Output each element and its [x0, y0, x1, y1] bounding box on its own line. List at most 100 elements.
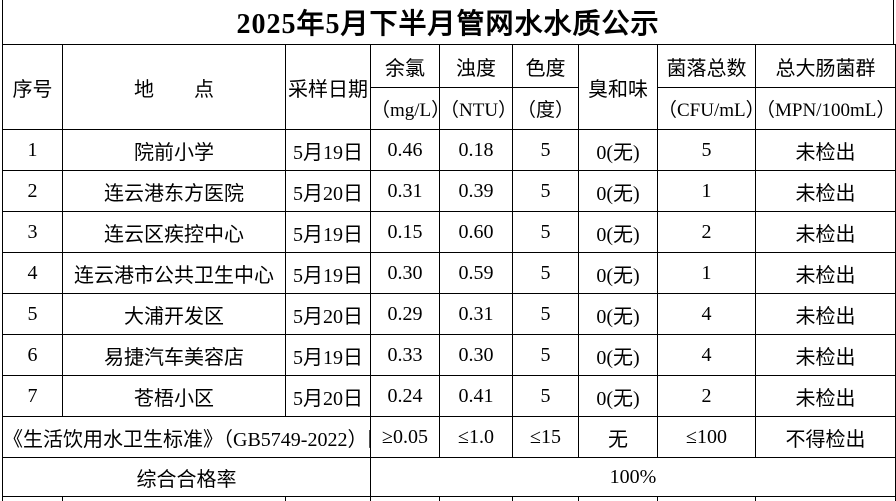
header-row-units: （mg/L） （NTU） （度） （CFU/mL） （MPN/100mL） — [3, 87, 896, 130]
header-chlorine: 余氯 — [370, 44, 440, 88]
water-quality-table: 序号 地 点 采样日期 余氯 浊度 色度 臭和味 菌落总数 总大肠菌群 （mg/… — [2, 44, 896, 501]
cell-coliform: 未检出 — [755, 375, 896, 417]
cell-odor: 0(无) — [578, 129, 658, 171]
partial-cell — [439, 496, 513, 501]
cell-coliform: 未检出 — [755, 334, 896, 376]
cell-chlorine: 0.15 — [370, 211, 440, 253]
table-row: 2 连云港东方医院 5月20日 0.31 0.39 5 0(无) 1 未检出 — [2, 170, 896, 212]
partial-cell — [285, 496, 371, 501]
limit-chlorine: ≥0.05 — [370, 416, 440, 458]
cell-location: 大浦开发区 — [62, 293, 286, 335]
limit-label: 《生活饮用水卫生标准》（GB5749-2022）限值 — [2, 416, 371, 458]
header-color-unit: （度） — [512, 87, 579, 130]
page-title: 2025年5月下半月管网水水质公示 — [2, 0, 894, 44]
cell-coliform: 未检出 — [755, 211, 896, 253]
cell-color: 5 — [512, 252, 579, 294]
cell-colony: 4 — [657, 293, 756, 335]
cell-odor: 0(无) — [578, 375, 658, 417]
header-turbidity: 浊度 — [439, 44, 513, 88]
table-header: 序号 地 点 采样日期 余氯 浊度 色度 臭和味 菌落总数 总大肠菌群 （mg/… — [2, 44, 896, 130]
header-color: 色度 — [512, 44, 579, 88]
cell-turbidity: 0.18 — [439, 129, 513, 171]
cell-turbidity: 0.41 — [439, 375, 513, 417]
cell-odor: 0(无) — [578, 170, 658, 212]
header-odor: 臭和味 — [578, 44, 658, 130]
limit-colony: ≤100 — [657, 416, 756, 458]
cell-seq: 4 — [2, 252, 63, 294]
cell-color: 5 — [512, 170, 579, 212]
cell-turbidity: 0.31 — [439, 293, 513, 335]
table-row: 6 易捷汽车美容店 5月19日 0.33 0.30 5 0(无) 4 未检出 — [2, 334, 896, 376]
cell-location: 苍梧小区 — [62, 375, 286, 417]
cell-chlorine: 0.24 — [370, 375, 440, 417]
cell-color: 5 — [512, 375, 579, 417]
cell-sample-date: 5月19日 — [285, 334, 371, 376]
cell-chlorine: 0.33 — [370, 334, 440, 376]
cell-turbidity: 0.39 — [439, 170, 513, 212]
standard-limit-row: 《生活饮用水卫生标准》（GB5749-2022）限值 ≥0.05 ≤1.0 ≤1… — [2, 416, 896, 458]
cell-sample-date: 5月19日 — [285, 252, 371, 294]
limit-color: ≤15 — [512, 416, 579, 458]
pass-rate-row: 综合合格率 100% — [2, 457, 896, 497]
limit-turbidity: ≤1.0 — [439, 416, 513, 458]
header-seq: 序号 — [2, 44, 63, 130]
cell-coliform: 未检出 — [755, 293, 896, 335]
header-sample-date: 采样日期 — [285, 44, 371, 130]
cell-chlorine: 0.30 — [370, 252, 440, 294]
cell-odor: 0(无) — [578, 293, 658, 335]
pass-rate-value: 100% — [370, 457, 896, 497]
header-coliform: 总大肠菌群 — [755, 44, 896, 88]
header-coliform-unit: （MPN/100mL） — [755, 87, 896, 130]
cell-colony: 1 — [657, 252, 756, 294]
cell-location: 连云区疾控中心 — [62, 211, 286, 253]
cell-location: 易捷汽车美容店 — [62, 334, 286, 376]
cell-location: 院前小学 — [62, 129, 286, 171]
cell-chlorine: 0.46 — [370, 129, 440, 171]
partial-cell — [370, 496, 440, 501]
cell-coliform: 未检出 — [755, 170, 896, 212]
partial-cell — [2, 496, 63, 501]
partial-cell — [62, 496, 286, 501]
cell-chlorine: 0.31 — [370, 170, 440, 212]
header-colony: 菌落总数 — [657, 44, 756, 88]
cell-odor: 0(无) — [578, 252, 658, 294]
cell-colony: 5 — [657, 129, 756, 171]
table-row: 5 大浦开发区 5月20日 0.29 0.31 5 0(无) 4 未检出 — [2, 293, 896, 335]
pass-rate-label: 综合合格率 — [2, 457, 371, 497]
cell-seq: 7 — [2, 375, 63, 417]
cell-chlorine: 0.29 — [370, 293, 440, 335]
table-row: 4 连云港市公共卫生中心 5月19日 0.30 0.59 5 0(无) 1 未检… — [2, 252, 896, 294]
limit-odor: 无 — [578, 416, 658, 458]
cell-location: 连云港东方医院 — [62, 170, 286, 212]
cell-seq: 2 — [2, 170, 63, 212]
cell-color: 5 — [512, 293, 579, 335]
partial-cell — [512, 496, 579, 501]
cell-seq: 6 — [2, 334, 63, 376]
cell-seq: 3 — [2, 211, 63, 253]
partial-cell — [755, 496, 896, 501]
header-chlorine-unit: （mg/L） — [370, 87, 440, 130]
cell-turbidity: 0.60 — [439, 211, 513, 253]
cell-color: 5 — [512, 334, 579, 376]
cell-sample-date: 5月19日 — [285, 129, 371, 171]
table-body: 1 院前小学 5月19日 0.46 0.18 5 0(无) 5 未检出 2 连云… — [2, 129, 896, 417]
cell-colony: 2 — [657, 211, 756, 253]
cell-sample-date: 5月19日 — [285, 211, 371, 253]
cell-seq: 5 — [2, 293, 63, 335]
cell-color: 5 — [512, 211, 579, 253]
header-turbidity-unit: （NTU） — [439, 87, 513, 130]
table-row: 7 苍梧小区 5月20日 0.24 0.41 5 0(无) 2 未检出 — [2, 375, 896, 417]
cell-color: 5 — [512, 129, 579, 171]
cell-sample-date: 5月20日 — [285, 293, 371, 335]
cell-seq: 1 — [2, 129, 63, 171]
header-colony-unit: （CFU/mL） — [657, 87, 756, 130]
limit-coliform: 不得检出 — [755, 416, 896, 458]
table-row: 3 连云区疾控中心 5月19日 0.15 0.60 5 0(无) 2 未检出 — [2, 211, 896, 253]
cell-colony: 1 — [657, 170, 756, 212]
table-footer: 《生活饮用水卫生标准》（GB5749-2022）限值 ≥0.05 ≤1.0 ≤1… — [2, 416, 896, 501]
cell-coliform: 未检出 — [755, 129, 896, 171]
cell-colony: 4 — [657, 334, 756, 376]
cell-coliform: 未检出 — [755, 252, 896, 294]
partial-cell — [578, 496, 658, 501]
